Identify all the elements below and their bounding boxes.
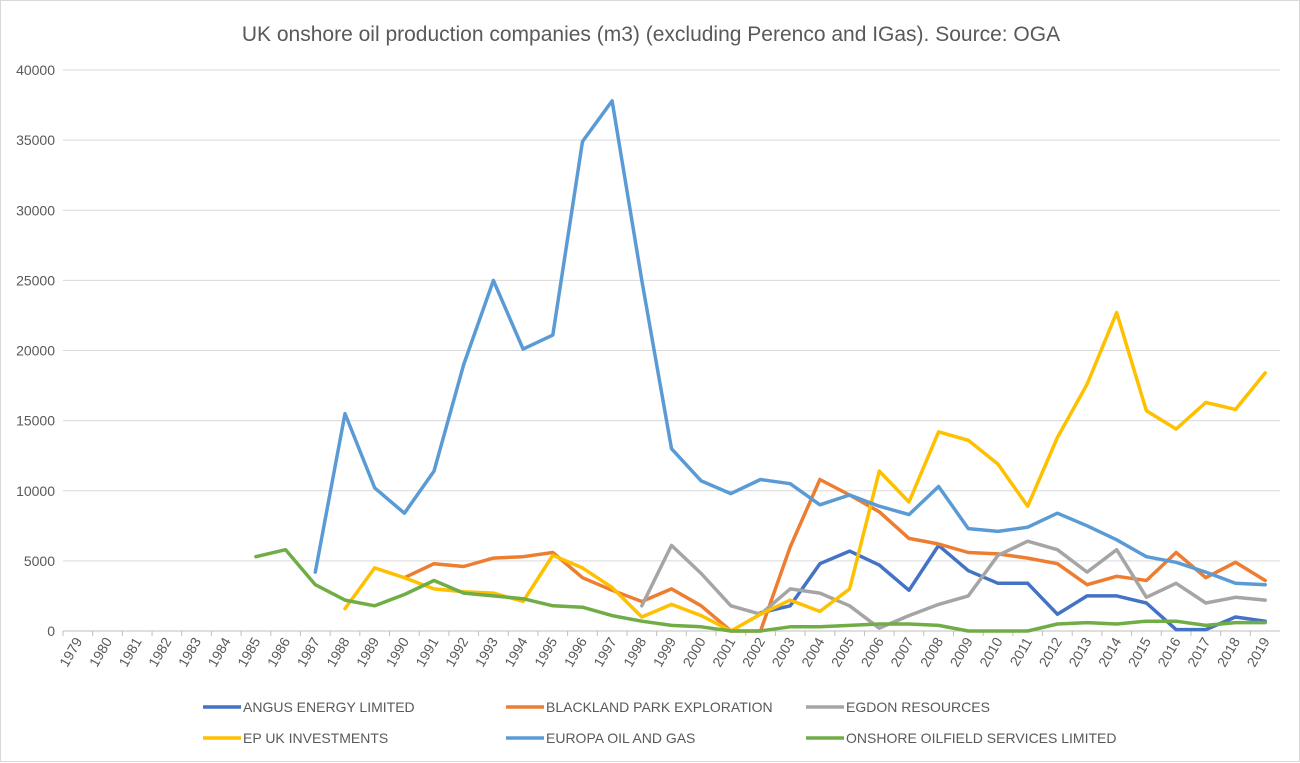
x-tick-label: 2016 <box>1154 634 1184 669</box>
x-tick-label: 2000 <box>679 634 709 669</box>
x-tick-label: 2003 <box>768 634 798 669</box>
x-tick-label: 2019 <box>1243 634 1273 669</box>
x-tick-label: 1994 <box>501 634 531 669</box>
x-tick-label: 1981 <box>115 634 145 669</box>
x-tick-label: 1992 <box>442 634 472 669</box>
series-line-2 <box>402 477 1267 633</box>
x-tick-label: 1982 <box>145 634 175 669</box>
x-tick-label: 1979 <box>56 634 86 669</box>
y-tick-label: 0 <box>47 623 55 639</box>
x-tick-label: 2018 <box>1214 634 1244 669</box>
x-tick-label: 1988 <box>323 634 353 669</box>
legend-label: EGDON RESOURCES <box>846 699 990 715</box>
legend: ANGUS ENERGY LIMITED BLACKLAND PARK EXPLO… <box>203 699 1116 746</box>
series-line-5 <box>313 99 1267 587</box>
y-tick-label: 20000 <box>16 343 55 359</box>
x-axis-ticks: 1979 1980 1981 1982 1983 1984 1985 1986 1987 1988… <box>56 631 1273 669</box>
x-tick-label: 2010 <box>976 634 1006 669</box>
y-tick-label: 15000 <box>16 413 55 429</box>
x-tick-label: 1989 <box>353 634 383 669</box>
x-tick-label: 2006 <box>857 634 887 669</box>
x-tick-label: 2015 <box>1125 634 1155 669</box>
x-tick-label: 1987 <box>293 634 323 669</box>
series-line-3 <box>640 539 1267 630</box>
y-tick-label: 10000 <box>16 483 55 499</box>
y-tick-label: 35000 <box>16 132 55 148</box>
x-tick-label: 1996 <box>561 634 591 669</box>
x-tick-label: 1991 <box>412 634 442 669</box>
x-tick-label: 2014 <box>1095 634 1125 669</box>
x-tick-label: 1986 <box>264 634 294 669</box>
series-line-6 <box>254 547 1267 633</box>
series-line-4 <box>343 310 1267 633</box>
series-line-1 <box>758 543 1267 632</box>
x-tick-label: 1997 <box>590 634 620 669</box>
y-tick-label: 25000 <box>16 272 55 288</box>
legend-label: ONSHORE OILFIELD SERVICES LIMITED <box>846 730 1116 746</box>
x-tick-label: 1995 <box>531 634 561 669</box>
x-tick-label: 1990 <box>383 634 413 669</box>
legend-label: ANGUS ENERGY LIMITED <box>243 699 415 715</box>
x-tick-label: 2013 <box>1065 634 1095 669</box>
chart-title: UK onshore oil production companies (m3)… <box>242 23 1060 46</box>
legend-label: EUROPA OIL AND GAS <box>546 730 695 746</box>
legend-label: EP UK INVESTMENTS <box>243 730 388 746</box>
x-tick-label: 2009 <box>946 634 976 669</box>
y-axis-ticks: 0 5000 10000 15000 20000 25000 30000 35000 40000 <box>16 62 55 639</box>
x-tick-label: 2002 <box>739 634 769 669</box>
x-tick-label: 1998 <box>620 634 650 669</box>
x-tick-label: 2005 <box>828 634 858 669</box>
x-tick-label: 2008 <box>917 634 947 669</box>
y-tick-label: 40000 <box>16 62 55 78</box>
x-tick-label: 1984 <box>204 634 234 669</box>
x-tick-label: 1993 <box>472 634 502 669</box>
x-tick-label: 2001 <box>709 634 739 669</box>
x-tick-label: 2011 <box>1006 634 1035 668</box>
x-tick-label: 1980 <box>86 634 116 669</box>
series-lines <box>254 99 1267 633</box>
y-tick-label: 5000 <box>24 553 55 569</box>
gridlines <box>63 69 1280 632</box>
x-tick-label: 2007 <box>887 634 917 669</box>
x-tick-label: 2012 <box>1036 634 1066 669</box>
y-tick-label: 30000 <box>16 202 55 218</box>
x-tick-label: 2017 <box>1184 634 1214 669</box>
x-tick-label: 1983 <box>175 634 205 669</box>
x-tick-label: 1985 <box>234 634 264 669</box>
legend-label: BLACKLAND PARK EXPLORATION <box>546 699 773 715</box>
x-tick-label: 2004 <box>798 634 828 669</box>
x-tick-label: 1999 <box>650 634 680 669</box>
